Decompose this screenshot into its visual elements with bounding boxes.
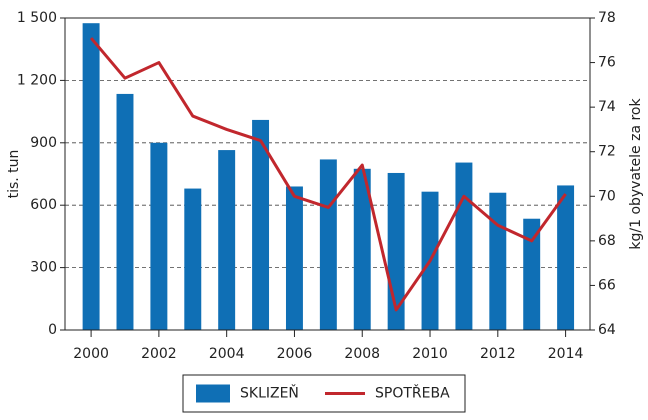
x-tick-label: 2014: [548, 346, 584, 362]
y2-tick-label: 76: [598, 55, 616, 71]
plot-frame: [64, 17, 591, 331]
x-tick-label: 2010: [412, 346, 448, 362]
y2-tick-label: 64: [598, 322, 616, 338]
y-tick-label: 300: [30, 260, 57, 276]
y-tick-label: 1 200: [17, 72, 57, 88]
x-tick-label: 2008: [344, 346, 380, 362]
bar: [82, 23, 100, 330]
bar: [557, 185, 575, 330]
bar: [285, 186, 303, 330]
bar: [184, 188, 202, 330]
bar: [218, 150, 236, 330]
y2-tick-label: 70: [598, 188, 616, 204]
x-tick-label: 2012: [480, 346, 516, 362]
x-tick-label: 2004: [209, 346, 245, 362]
x-tick-label: 2000: [73, 346, 109, 362]
y-tick-label: 600: [30, 197, 57, 213]
legend-box: [182, 374, 466, 413]
legend-swatch: [196, 384, 230, 403]
y2-axis-label: kg/1 obyvatele za rok: [628, 98, 644, 250]
bar: [523, 218, 541, 330]
x-tick-label: 2002: [141, 346, 177, 362]
x-tick-label: 2006: [277, 346, 313, 362]
y2-tick-label: 74: [598, 99, 616, 115]
y2-tick-label: 66: [598, 277, 616, 293]
y-tick-label: 1 500: [17, 10, 57, 26]
legend-label: SKLIZEŇ: [240, 385, 299, 402]
bar: [489, 192, 507, 330]
y-tick-label: 900: [30, 135, 57, 151]
y-axis-label: tis. tun: [6, 150, 22, 199]
bar: [455, 162, 473, 330]
line: [89, 37, 567, 312]
y-tick-label: 0: [48, 322, 57, 338]
bar: [150, 142, 168, 330]
y2-tick-label: 72: [598, 144, 616, 160]
bar: [116, 93, 134, 330]
bar: [252, 119, 270, 330]
y2-tick-label: 78: [598, 10, 616, 26]
bar: [353, 168, 371, 330]
bar: [319, 159, 337, 330]
y2-tick-label: 68: [598, 233, 616, 249]
legend-label: SPOTŘEBA: [375, 385, 450, 402]
